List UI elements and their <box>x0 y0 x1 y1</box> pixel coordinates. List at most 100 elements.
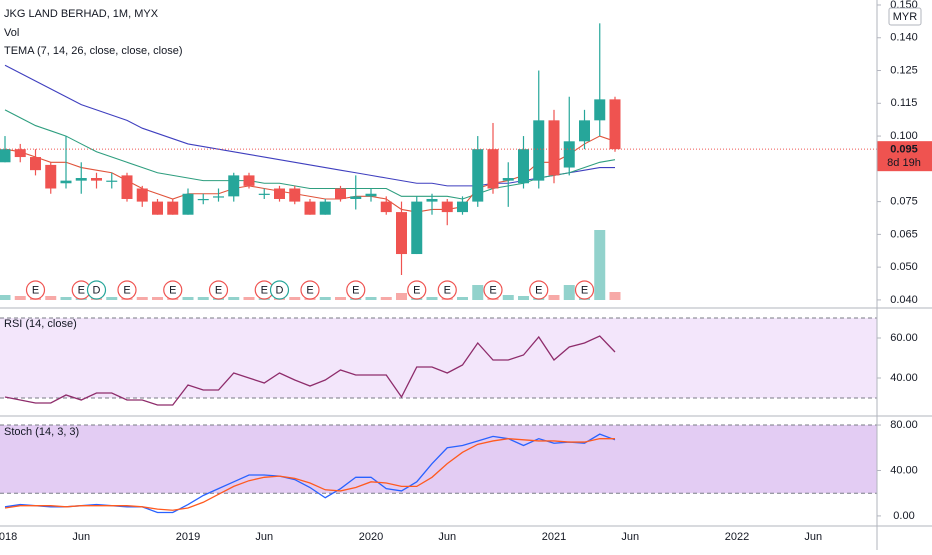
band-fill <box>0 318 877 398</box>
volume-bar <box>396 293 407 300</box>
event-marker <box>208 280 229 300</box>
volume-bar <box>182 297 194 300</box>
x-tick-label: Jun <box>255 531 273 543</box>
event-marker <box>529 280 549 300</box>
event-marker <box>574 280 595 300</box>
event-label: E <box>352 284 359 296</box>
candle-body <box>350 196 362 199</box>
event-label: E <box>123 284 130 296</box>
candle-body <box>579 120 590 142</box>
candle-body <box>30 157 41 171</box>
candle-body <box>228 175 240 197</box>
volume-bar <box>0 295 11 300</box>
volume-bar <box>426 297 438 300</box>
event-label: E <box>444 284 451 296</box>
volume-bar <box>609 292 621 300</box>
event-label: E <box>169 284 176 296</box>
volume-legend: Vol <box>4 27 19 39</box>
candle-body <box>487 149 499 189</box>
event-marker <box>300 280 320 300</box>
overlay-legend: TEMA (7, 14, 26, close, close, close) <box>4 45 183 57</box>
candle-body <box>426 198 438 202</box>
candle-body <box>441 201 453 213</box>
x-tick-label: Jun <box>804 531 822 543</box>
volume-bar <box>563 285 575 300</box>
candle-body <box>457 201 468 213</box>
y-tick-label: 0.00 <box>893 510 914 522</box>
volume-bar <box>197 297 209 300</box>
volume-bar <box>152 297 163 300</box>
event-marker <box>269 280 290 300</box>
y-tick-label: 0.065 <box>890 228 918 240</box>
volume-bar <box>60 297 72 300</box>
volume-bar <box>14 296 26 300</box>
currency-label: MYR <box>893 11 918 23</box>
volume-bar <box>243 297 255 300</box>
candle-body <box>518 149 529 184</box>
x-tick-label: 2020 <box>359 531 383 543</box>
x-tick-label: Jun <box>72 531 90 543</box>
volume-bar <box>518 296 529 300</box>
y-tick-label: 0.115 <box>891 97 918 109</box>
event-label: E <box>489 284 496 296</box>
candle-body <box>396 212 407 255</box>
volume-bar <box>106 297 118 300</box>
event-marker <box>86 280 107 300</box>
event-label: D <box>93 284 101 296</box>
volume-bar <box>457 297 468 300</box>
candle-body <box>304 201 316 215</box>
volume-bar <box>365 297 377 300</box>
candle-body <box>533 120 545 181</box>
y-tick-label: 40.00 <box>890 372 918 384</box>
event-marker <box>437 280 457 300</box>
volume-bar <box>502 295 514 300</box>
x-tick-label: Jun <box>438 531 456 543</box>
volume-bar <box>45 296 57 300</box>
event-marker <box>163 280 183 300</box>
event-label: E <box>581 284 588 296</box>
candle-body <box>548 120 560 176</box>
indicator-line <box>4 335 616 406</box>
band-fill <box>0 425 877 494</box>
x-tick-label: 2022 <box>725 531 749 543</box>
event-label: E <box>306 284 313 296</box>
chart-title: JKG LAND BERHAD, 1M, MYX <box>4 8 159 20</box>
candle-body <box>335 188 346 199</box>
volume-bar <box>472 285 484 300</box>
candle-body <box>380 201 392 213</box>
candle-body <box>411 201 423 255</box>
candle-body <box>45 164 57 189</box>
volume-bar <box>289 297 301 300</box>
y-tick-label: 0.140 <box>890 32 918 44</box>
candle-body <box>91 178 102 181</box>
event-label: E <box>535 284 542 296</box>
x-tick-label: 2021 <box>542 531 566 543</box>
event-marker <box>346 280 366 300</box>
pane-title: Stoch (14, 3, 3) <box>4 426 79 438</box>
volume-bar <box>228 297 240 300</box>
x-tick-label: 2019 <box>176 531 200 543</box>
candle-body <box>167 201 179 215</box>
x-tick-label: 2018 <box>0 531 17 543</box>
candle-body <box>258 193 270 195</box>
candle-body <box>502 178 514 181</box>
y-tick-label: 0.040 <box>890 294 918 306</box>
y-tick-label: 0.100 <box>890 130 918 142</box>
y-tick-label: 0.125 <box>890 64 918 76</box>
y-tick-label: 60.00 <box>890 332 918 344</box>
candle-body <box>365 193 377 197</box>
candle-body <box>274 188 285 199</box>
candle-body <box>14 149 26 158</box>
volume-bar <box>380 297 392 300</box>
candle-body <box>136 188 148 202</box>
event-marker <box>117 280 137 300</box>
last-price-tag <box>877 141 932 172</box>
event-label: E <box>261 284 268 296</box>
candle-body <box>197 198 209 201</box>
countdown-label: 8d 19h <box>887 157 921 169</box>
candle-body <box>106 180 118 182</box>
y-tick-label: 80.00 <box>890 419 918 431</box>
event-label: E <box>78 284 85 296</box>
